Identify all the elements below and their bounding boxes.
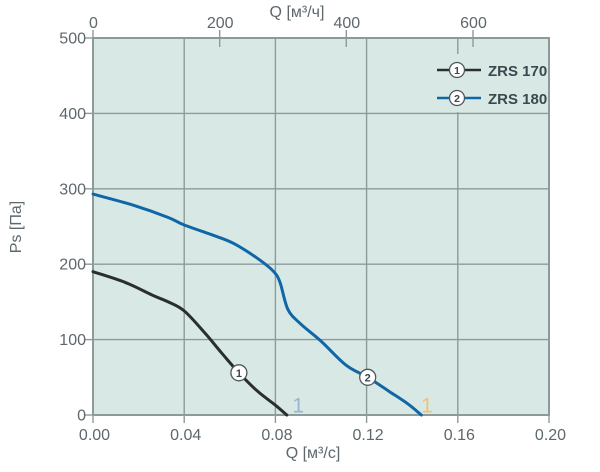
- top-axis-title: Q [м³/ч]: [270, 4, 325, 21]
- x-axis-tick-label-0.04: 0.04: [170, 427, 201, 444]
- x-axis-tick-label-0.16: 0.16: [444, 427, 475, 444]
- x-axis-tick-label-0.12: 0.12: [353, 427, 384, 444]
- legend-marker-circle-2: [448, 89, 466, 107]
- x-axis-tick-label-0.00: 0.00: [79, 427, 110, 444]
- legend-label-zrs-180: ZRS 180: [488, 91, 547, 108]
- bottom-axis-title: Q [м³/с]: [286, 445, 341, 462]
- legend-marker-digit-2: 2: [454, 93, 460, 105]
- curve-marker-digit-1: 1: [236, 368, 242, 380]
- y-axis-tick-label-0: 0: [77, 408, 86, 425]
- y-axis-tick-label-400: 400: [59, 106, 86, 123]
- plot-border: [92, 37, 550, 416]
- y-axis-tick-label-200: 200: [59, 257, 86, 274]
- top-axis-tick-label-600: 600: [460, 15, 487, 32]
- legend-label-zrs-170: ZRS 170: [488, 63, 547, 80]
- speed-annotation-1: 1: [292, 395, 304, 418]
- x-axis-tick-label-0.20: 0.20: [535, 427, 566, 444]
- top-axis-tick-label-200: 200: [207, 15, 234, 32]
- curve-marker-circle-1: [230, 364, 248, 382]
- curve-marker-digit-2: 2: [365, 372, 371, 384]
- top-axis-tick-label-0: 0: [89, 15, 98, 32]
- top-axis-tick-label-400: 400: [333, 15, 360, 32]
- legend-marker-circle-1: [448, 61, 466, 79]
- curve-marker-circle-2: [359, 368, 377, 386]
- y-axis-tick-label-100: 100: [59, 332, 86, 349]
- legend-marker-digit-1: 1: [454, 65, 460, 77]
- y-axis-tick-label-500: 500: [59, 31, 86, 48]
- x-axis-tick-label-0.08: 0.08: [261, 427, 292, 444]
- y-axis-tick-label-300: 300: [59, 181, 86, 198]
- chart-generated-layer: 0.00 0.04 0.08 0.12 0.16 0.20 0 100 200 300 400 500…: [59, 15, 566, 444]
- curve-zrs-170: [91, 270, 289, 417]
- left-axis-title: Ps [Па]: [8, 201, 25, 253]
- speed-annotation-2: 1: [421, 395, 433, 418]
